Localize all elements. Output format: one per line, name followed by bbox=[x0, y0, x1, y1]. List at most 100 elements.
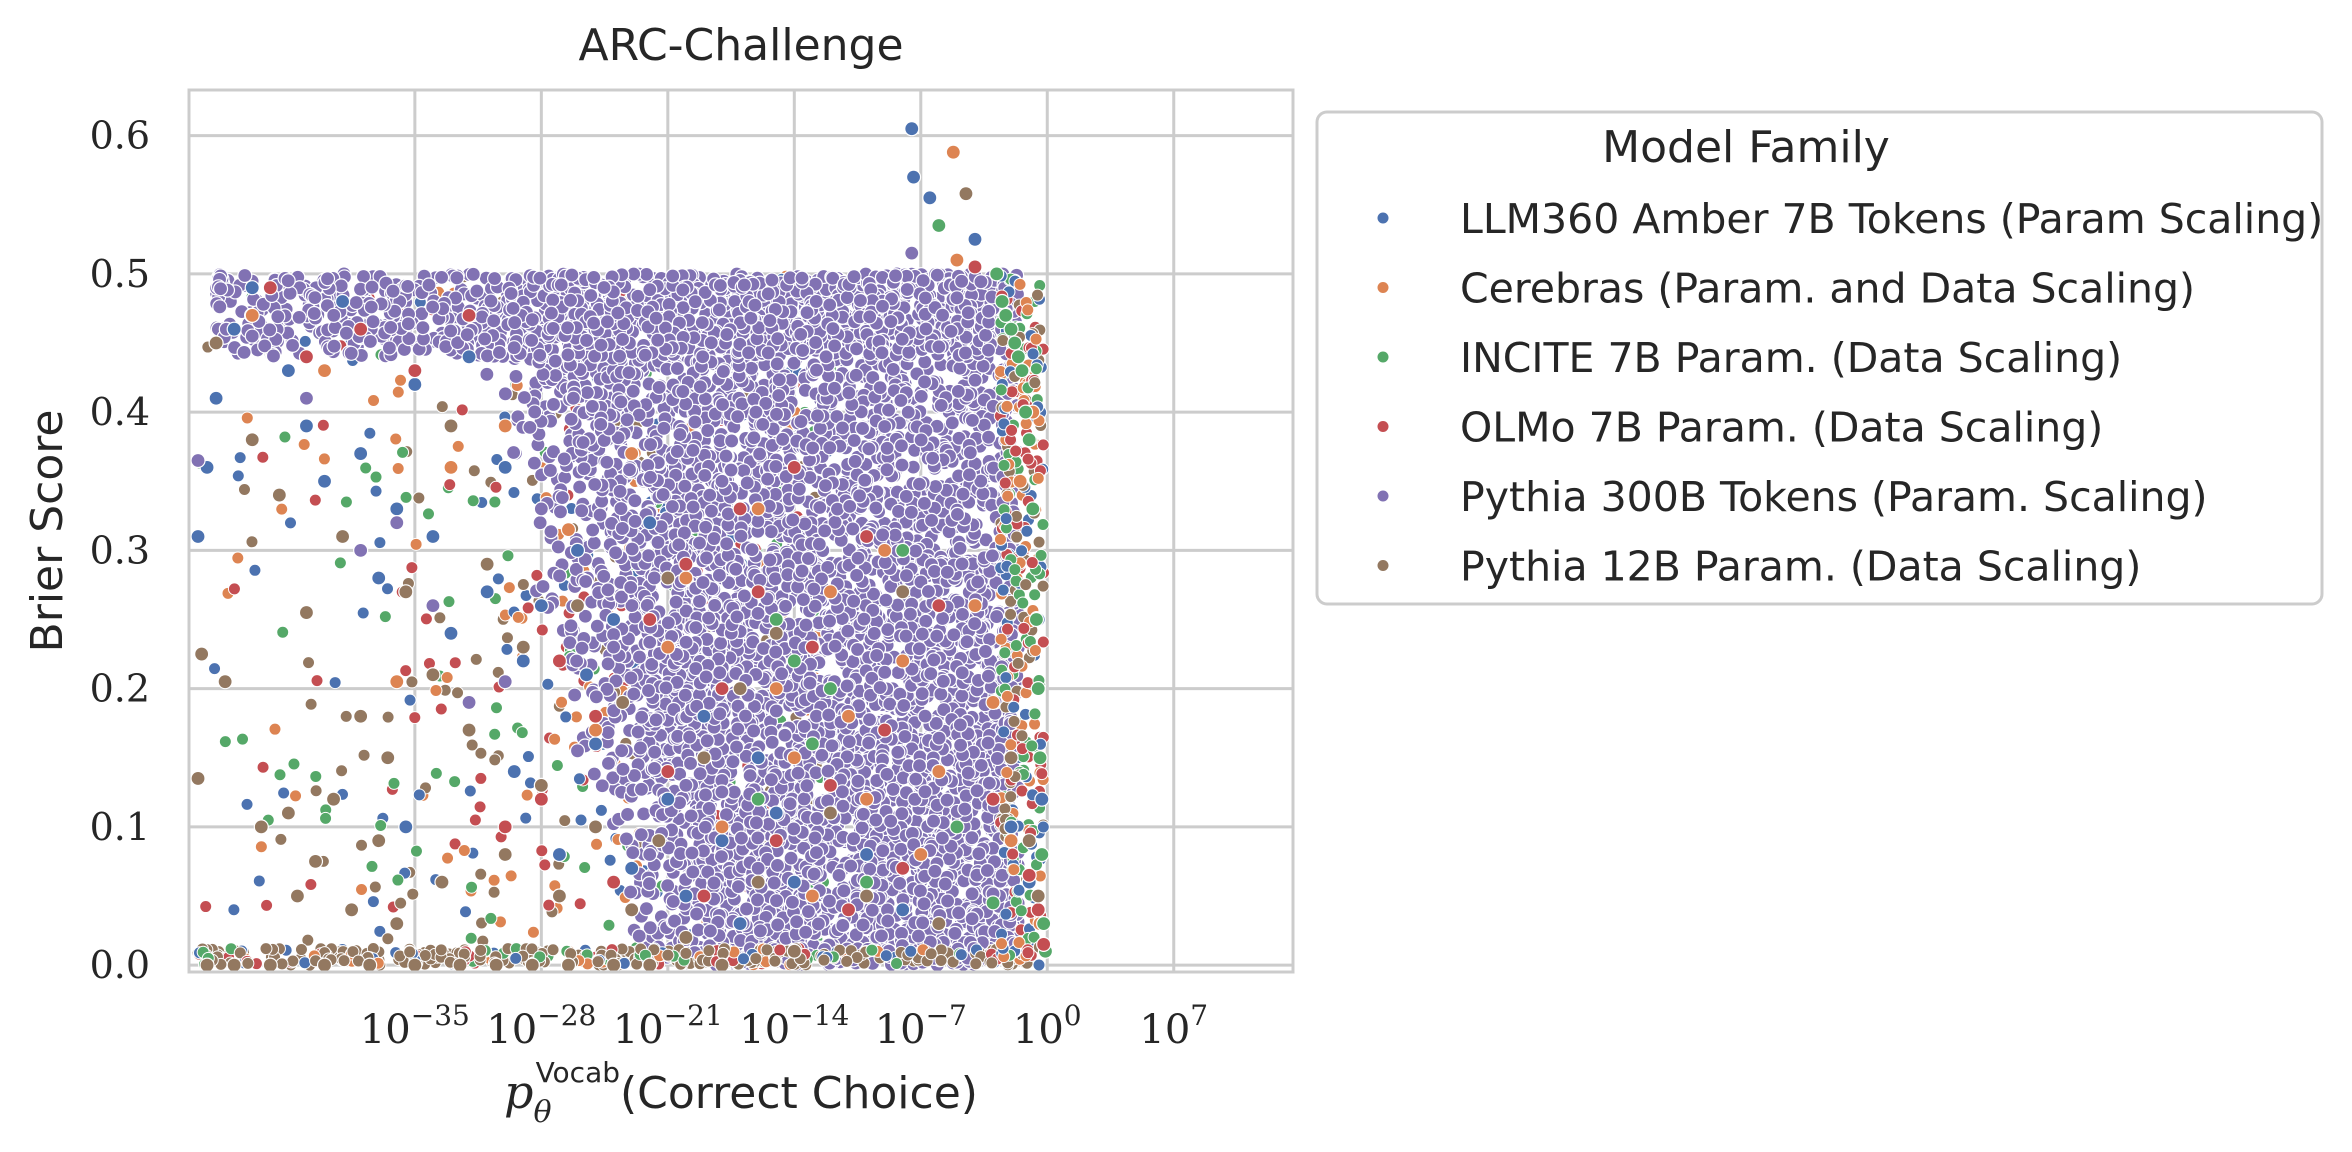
cloud-point bbox=[551, 568, 568, 584]
cloud-point bbox=[812, 420, 828, 436]
cloud-point bbox=[474, 867, 488, 881]
cloud-point bbox=[713, 635, 729, 651]
cloud-point bbox=[441, 851, 455, 865]
cloud-point bbox=[443, 478, 457, 492]
cloud-point bbox=[541, 677, 555, 691]
cloud-point bbox=[893, 841, 909, 857]
cloud-point bbox=[474, 746, 488, 760]
cloud-point bbox=[355, 883, 369, 897]
cloud-point bbox=[691, 593, 708, 609]
cloud-point bbox=[630, 724, 646, 740]
cloud-point bbox=[448, 656, 462, 670]
cloud-point bbox=[555, 695, 569, 709]
cloud-point bbox=[898, 488, 914, 505]
cloud-point bbox=[369, 484, 383, 498]
cloud-point bbox=[301, 933, 315, 947]
cloud-point bbox=[274, 832, 288, 846]
cloud-point bbox=[576, 461, 592, 477]
cloud-point bbox=[308, 493, 322, 507]
cloud-point bbox=[399, 490, 413, 504]
cloud-point bbox=[763, 524, 779, 540]
cloud-point bbox=[256, 760, 270, 774]
cloud-point bbox=[468, 813, 482, 827]
cloud-point bbox=[952, 540, 968, 557]
cloud-point bbox=[516, 389, 532, 406]
cloud-point bbox=[701, 800, 717, 817]
cloud-point bbox=[548, 732, 562, 746]
cloud-point bbox=[703, 503, 720, 519]
cloud-point bbox=[412, 788, 426, 802]
cloud-point bbox=[511, 610, 525, 624]
cloud-point bbox=[516, 578, 530, 592]
cloud-point bbox=[387, 776, 401, 790]
cloud-point bbox=[885, 361, 901, 377]
cloud-point bbox=[636, 806, 652, 822]
cloud-point bbox=[297, 438, 311, 452]
cloud-point bbox=[463, 784, 477, 798]
cloud-point bbox=[484, 911, 498, 925]
cloud-point bbox=[746, 723, 762, 739]
cloud-point bbox=[240, 797, 254, 811]
cloud-point bbox=[429, 683, 443, 697]
cloud-point bbox=[335, 764, 349, 778]
cloud-point bbox=[309, 769, 323, 783]
cloud-point bbox=[467, 464, 481, 478]
cloud-point bbox=[594, 803, 608, 817]
cloud-point bbox=[289, 789, 303, 803]
cloud-point bbox=[451, 439, 465, 453]
cloud-point bbox=[879, 462, 895, 478]
cloud-point bbox=[252, 874, 266, 888]
cloud-point bbox=[890, 503, 907, 520]
cloud-point bbox=[254, 840, 268, 854]
cloud-point bbox=[469, 652, 483, 666]
cloud-point bbox=[500, 642, 514, 656]
cloud-point bbox=[552, 504, 569, 520]
cloud-point bbox=[273, 768, 287, 782]
cloud-point bbox=[359, 461, 373, 475]
cloud-point bbox=[508, 368, 524, 385]
cloud-point bbox=[603, 853, 617, 867]
cloud-point bbox=[954, 556, 970, 572]
cloud-point bbox=[317, 452, 331, 466]
cloud-point bbox=[231, 551, 245, 565]
cloud-point bbox=[586, 535, 602, 551]
cloud-point bbox=[319, 811, 333, 825]
cloud-point bbox=[535, 623, 549, 637]
cloud-point bbox=[730, 721, 746, 737]
cloud-point bbox=[507, 486, 521, 500]
cloud-point bbox=[545, 396, 562, 413]
cloud-point bbox=[817, 478, 834, 494]
cloud-point bbox=[521, 601, 535, 615]
cloud-point bbox=[355, 838, 369, 852]
cloud-point bbox=[600, 724, 616, 741]
cloud-point bbox=[526, 925, 540, 939]
cloud-point bbox=[638, 901, 655, 917]
cloud-point bbox=[559, 710, 573, 724]
cloud-point bbox=[434, 702, 448, 716]
cloud-point bbox=[504, 869, 518, 883]
cloud-point bbox=[940, 893, 956, 909]
cloud-point bbox=[391, 873, 405, 887]
cloud-point bbox=[656, 420, 672, 436]
cloud-point bbox=[937, 876, 953, 892]
cloud-point bbox=[625, 845, 641, 861]
cloud-point bbox=[409, 844, 423, 858]
cloud-point bbox=[547, 367, 564, 384]
cloud-point bbox=[918, 613, 934, 629]
cloud-point bbox=[795, 592, 811, 608]
cloud-point bbox=[596, 568, 612, 584]
cloud-point bbox=[199, 900, 213, 914]
cloud-point bbox=[399, 664, 413, 678]
cloud-point bbox=[929, 628, 945, 644]
cloud-point bbox=[489, 480, 503, 494]
cloud-point bbox=[812, 499, 828, 516]
cloud-point bbox=[406, 887, 420, 901]
cloud-point bbox=[260, 898, 274, 912]
cloud-point bbox=[248, 563, 262, 577]
cloud-point bbox=[208, 662, 222, 676]
cloud-point bbox=[785, 512, 801, 528]
cloud-point bbox=[339, 709, 353, 723]
cloud-point bbox=[276, 625, 290, 639]
cloud-point bbox=[310, 674, 324, 688]
cloud-point bbox=[618, 831, 635, 847]
